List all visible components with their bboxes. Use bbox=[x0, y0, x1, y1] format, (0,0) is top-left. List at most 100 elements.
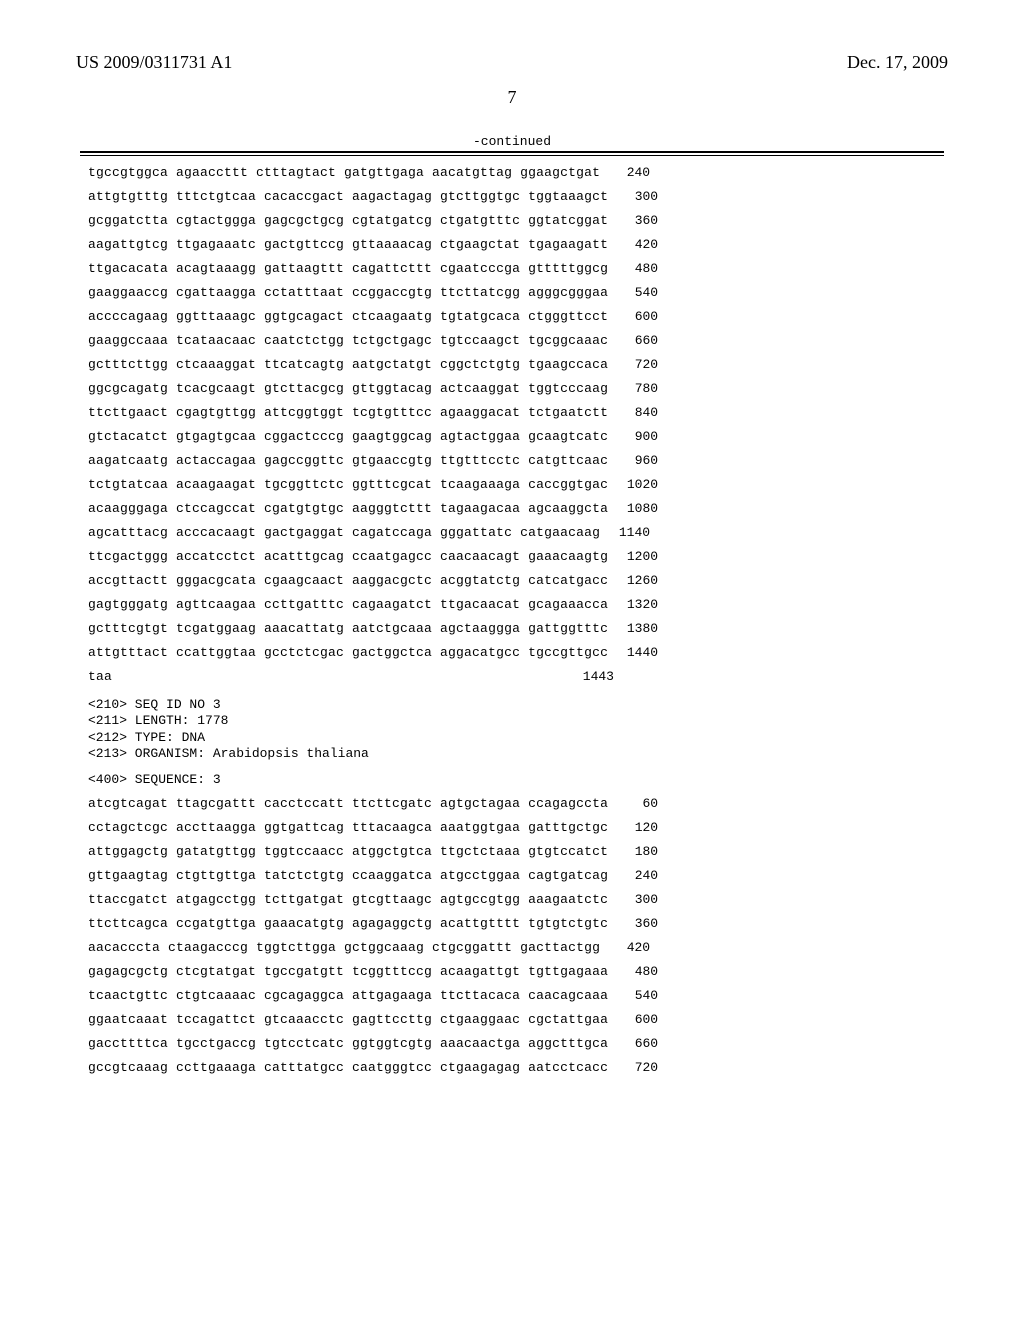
sequence-groups: tctgtatcaa acaagaagat tgcggttctc ggtttcg… bbox=[88, 478, 608, 491]
sequence-groups: gaccttttca tgcctgaccg tgtcctcatc ggtggtc… bbox=[88, 1037, 608, 1050]
sequence-row: attggagctg gatatgttgg tggtccaacc atggctg… bbox=[88, 845, 944, 858]
sequence-position: 1200 bbox=[608, 550, 988, 563]
sequence-400-label: <400> SEQUENCE: 3 bbox=[88, 772, 944, 787]
sequence-groups: atcgtcagat ttagcgattt cacctccatt ttcttcg… bbox=[88, 797, 608, 810]
sequence-position: 660 bbox=[608, 1037, 988, 1050]
sequence-row: aagattgtcg ttgagaaatc gactgttccg gttaaaa… bbox=[88, 238, 944, 251]
sequence-row: accgttactt gggacgcata cgaagcaact aaggacg… bbox=[88, 574, 944, 587]
sequence-position: 780 bbox=[608, 382, 988, 395]
sequence-row: ttaccgatct atgagcctgg tcttgatgat gtcgtta… bbox=[88, 893, 944, 906]
sequence-groups: tcaactgttc ctgtcaaaac cgcagaggca attgaga… bbox=[88, 989, 608, 1002]
sequence-position: 1020 bbox=[608, 478, 988, 491]
sequence-groups: ttcttgaact cgagtgttgg attcggtggt tcgtgtt… bbox=[88, 406, 608, 419]
sequence-position: 540 bbox=[608, 989, 988, 1002]
sequence-groups: gtctacatct gtgagtgcaa cggactcccg gaagtgg… bbox=[88, 430, 608, 443]
sequence-position: 900 bbox=[608, 430, 988, 443]
sequence-row: agcatttacg acccacaagt gactgaggat cagatcc… bbox=[88, 526, 944, 539]
sequence-row: ttcttgaact cgagtgttgg attcggtggt tcgtgtt… bbox=[88, 406, 944, 419]
sequence-groups: ttgacacata acagtaaagg gattaagttt cagattc… bbox=[88, 262, 608, 275]
sequence-position: 1320 bbox=[608, 598, 988, 611]
sequence-groups: accccagaag ggtttaaagc ggtgcagact ctcaaga… bbox=[88, 310, 608, 323]
sequence-groups: aagattgtcg ttgagaaatc gactgttccg gttaaaa… bbox=[88, 238, 608, 251]
sequence-groups: agcatttacg acccacaagt gactgaggat cagatcc… bbox=[88, 526, 600, 539]
sequence-groups: ttcttcagca ccgatgttga gaaacatgtg agagagg… bbox=[88, 917, 608, 930]
sequence-row: ttgacacata acagtaaagg gattaagttt cagattc… bbox=[88, 262, 944, 275]
sequence-position: 960 bbox=[608, 454, 988, 467]
sequence-row: gaccttttca tgcctgaccg tgtcctcatc ggtggtc… bbox=[88, 1037, 944, 1050]
sequence-row: taa 1443 bbox=[88, 670, 944, 683]
rule-mid bbox=[80, 155, 944, 156]
sequence-row: aagatcaatg actaccagaa gagccggttc gtgaacc… bbox=[88, 454, 944, 467]
sequence-row: ggaatcaaat tccagattct gtcaaacctc gagttcc… bbox=[88, 1013, 944, 1026]
sequence-row: attgtgtttg tttctgtcaa cacaccgact aagacta… bbox=[88, 190, 944, 203]
sequence-block-2: atcgtcagat ttagcgattt cacctccatt ttcttcg… bbox=[88, 797, 944, 1074]
sequence-groups: ggaatcaaat tccagattct gtcaaacctc gagttcc… bbox=[88, 1013, 608, 1026]
sequence-position: 120 bbox=[608, 821, 988, 834]
sequence-position: 240 bbox=[608, 869, 988, 882]
sequence-row: tctgtatcaa acaagaagat tgcggttctc ggtttcg… bbox=[88, 478, 944, 491]
sequence-position: 540 bbox=[608, 286, 988, 299]
sequence-row: attgtttact ccattggtaa gcctctcgac gactggc… bbox=[88, 646, 944, 659]
sequence-groups: aacacccta ctaagacccg tggtcttgga gctggcaa… bbox=[88, 941, 600, 954]
rule-top bbox=[80, 151, 944, 153]
sequence-groups: tgccgtggca agaaccttt ctttagtact gatgttga… bbox=[88, 166, 600, 179]
sequence-row: gagtgggatg agttcaagaa ccttgatttc cagaaga… bbox=[88, 598, 944, 611]
sequence-row: gctttcttgg ctcaaaggat ttcatcagtg aatgcta… bbox=[88, 358, 944, 371]
sequence-groups: attgtttact ccattggtaa gcctctcgac gactggc… bbox=[88, 646, 608, 659]
sequence-position: 1140 bbox=[600, 526, 980, 539]
sequence-position: 420 bbox=[608, 238, 988, 251]
sequence-row: ggcgcagatg tcacgcaagt gtcttacgcg gttggta… bbox=[88, 382, 944, 395]
sequence-row: ttcttcagca ccgatgttga gaaacatgtg agagagg… bbox=[88, 917, 944, 930]
sequence-row: cctagctcgc accttaagga ggtgattcag tttacaa… bbox=[88, 821, 944, 834]
continued-label: -continued bbox=[80, 134, 944, 149]
sequence-listing: -continued tgccgtggca agaaccttt ctttagta… bbox=[80, 134, 944, 1074]
sequence-row: gccgtcaaag ccttgaaaga catttatgcc caatggg… bbox=[88, 1061, 944, 1074]
sequence-meta: <210> SEQ ID NO 3 <211> LENGTH: 1778 <21… bbox=[88, 697, 944, 762]
sequence-position: 240 bbox=[600, 166, 980, 179]
sequence-row: acaagggaga ctccagccat cgatgtgtgc aagggtc… bbox=[88, 502, 944, 515]
sequence-row: gctttcgtgt tcgatggaag aaacattatg aatctgc… bbox=[88, 622, 944, 635]
sequence-position: 660 bbox=[608, 334, 988, 347]
sequence-groups: accgttactt gggacgcata cgaagcaact aaggacg… bbox=[88, 574, 608, 587]
sequence-position: 1260 bbox=[608, 574, 988, 587]
sequence-row: gaaggccaaa tcataacaac caatctctgg tctgctg… bbox=[88, 334, 944, 347]
sequence-row: tgccgtggca agaaccttt ctttagtact gatgttga… bbox=[88, 166, 944, 179]
sequence-position: 360 bbox=[608, 214, 988, 227]
sequence-groups: ttcgactggg accatcctct acatttgcag ccaatga… bbox=[88, 550, 608, 563]
sequence-position: 420 bbox=[600, 941, 980, 954]
sequence-groups: gctttcttgg ctcaaaggat ttcatcagtg aatgcta… bbox=[88, 358, 608, 371]
sequence-position: 720 bbox=[608, 358, 988, 371]
sequence-position: 60 bbox=[608, 797, 988, 810]
sequence-row: gaaggaaccg cgattaagga cctatttaat ccggacc… bbox=[88, 286, 944, 299]
sequence-groups: gaaggaaccg cgattaagga cctatttaat ccggacc… bbox=[88, 286, 608, 299]
sequence-position: 1440 bbox=[608, 646, 988, 659]
sequence-position: 1080 bbox=[608, 502, 988, 515]
sequence-groups: ttaccgatct atgagcctgg tcttgatgat gtcgtta… bbox=[88, 893, 608, 906]
sequence-groups: gccgtcaaag ccttgaaaga catttatgcc caatggg… bbox=[88, 1061, 608, 1074]
sequence-groups: gctttcgtgt tcgatggaag aaacattatg aatctgc… bbox=[88, 622, 608, 635]
sequence-position: 180 bbox=[608, 845, 988, 858]
page-header: US 2009/0311731 A1 Dec. 17, 2009 bbox=[76, 52, 948, 73]
sequence-groups: ggcgcagatg tcacgcaagt gtcttacgcg gttggta… bbox=[88, 382, 608, 395]
sequence-groups: gcggatctta cgtactggga gagcgctgcg cgtatga… bbox=[88, 214, 608, 227]
sequence-position: 480 bbox=[608, 262, 988, 275]
sequence-row: aacacccta ctaagacccg tggtcttgga gctggcaa… bbox=[88, 941, 944, 954]
sequence-position: 1380 bbox=[608, 622, 988, 635]
sequence-groups: acaagggaga ctccagccat cgatgtgtgc aagggtc… bbox=[88, 502, 608, 515]
sequence-groups: attggagctg gatatgttgg tggtccaacc atggctg… bbox=[88, 845, 608, 858]
sequence-position: 1443 bbox=[564, 670, 944, 683]
page: US 2009/0311731 A1 Dec. 17, 2009 7 -cont… bbox=[0, 0, 1024, 1320]
sequence-groups: gttgaagtag ctgttgttga tatctctgtg ccaagga… bbox=[88, 869, 608, 882]
sequence-groups: attgtgtttg tttctgtcaa cacaccgact aagacta… bbox=[88, 190, 608, 203]
sequence-groups: gagtgggatg agttcaagaa ccttgatttc cagaaga… bbox=[88, 598, 608, 611]
sequence-groups: gaaggccaaa tcataacaac caatctctgg tctgctg… bbox=[88, 334, 608, 347]
sequence-position: 360 bbox=[608, 917, 988, 930]
sequence-row: gtctacatct gtgagtgcaa cggactcccg gaagtgg… bbox=[88, 430, 944, 443]
sequence-position: 600 bbox=[608, 310, 988, 323]
sequence-groups: taa bbox=[88, 670, 112, 683]
sequence-position: 300 bbox=[608, 893, 988, 906]
sequence-groups: gagagcgctg ctcgtatgat tgccgatgtt tcggttt… bbox=[88, 965, 608, 978]
sequence-row: tcaactgttc ctgtcaaaac cgcagaggca attgaga… bbox=[88, 989, 944, 1002]
publication-date: Dec. 17, 2009 bbox=[847, 52, 948, 73]
sequence-position: 300 bbox=[608, 190, 988, 203]
